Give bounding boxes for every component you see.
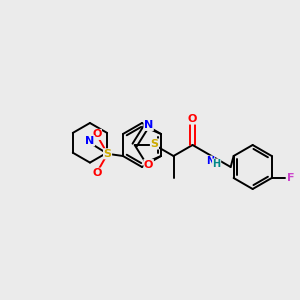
Text: O: O — [188, 114, 197, 124]
Text: S: S — [103, 149, 112, 159]
Text: O: O — [92, 168, 101, 178]
Text: F: F — [287, 173, 295, 183]
Text: H: H — [212, 159, 221, 169]
Text: N: N — [144, 120, 153, 130]
Text: S: S — [151, 139, 158, 149]
Text: N: N — [206, 156, 215, 166]
Text: N: N — [85, 136, 94, 146]
Text: O: O — [144, 160, 153, 170]
Text: O: O — [92, 129, 101, 140]
